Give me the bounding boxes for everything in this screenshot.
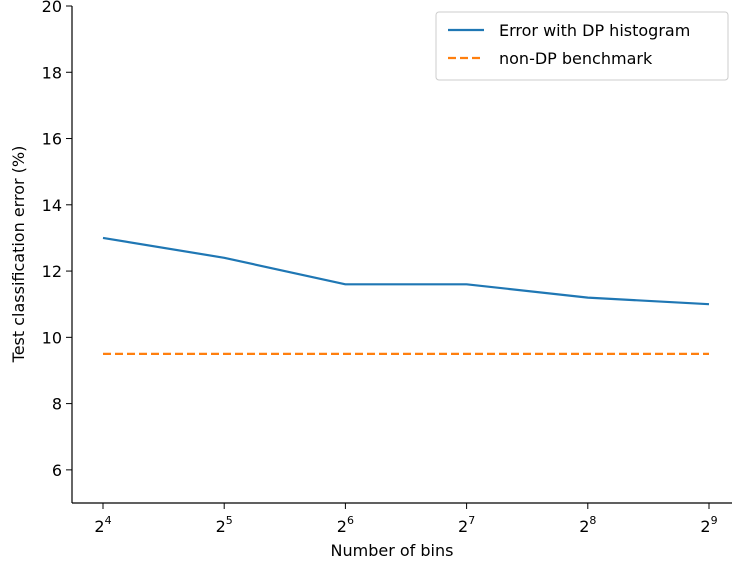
y-tick-label: 14 (42, 196, 62, 215)
x-tick-label: 25 (216, 514, 233, 536)
x-axis-ticks: 24 25 26 27 28 29 (94, 503, 718, 536)
x-axis-label: Number of bins (331, 541, 454, 560)
y-axis-ticks: 6 8 10 12 14 16 18 20 (42, 0, 72, 480)
legend-box (435, 11, 729, 81)
y-tick-label: 12 (42, 262, 62, 281)
x-tick-label: 27 (458, 514, 475, 536)
series-line-dp-histogram (102, 236, 710, 306)
x-tick-label: 28 (579, 514, 596, 536)
x-tick-label: 29 (700, 514, 717, 536)
y-tick-label: 16 (42, 130, 62, 149)
y-tick-label: 20 (42, 0, 62, 16)
series-layer (102, 236, 710, 355)
y-axis-label: Test classification error (%) (9, 146, 28, 364)
y-tick-label: 18 (42, 63, 62, 82)
x-tick-label: 24 (94, 514, 111, 536)
y-tick-label: 10 (42, 328, 62, 347)
legend-label-dp: Error with DP histogram (499, 21, 690, 40)
y-tick-label: 6 (52, 461, 62, 480)
x-tick-label: 26 (337, 514, 354, 536)
y-tick-label: 8 (52, 395, 62, 414)
legend-label-non-dp: non-DP benchmark (499, 49, 653, 68)
legend: Error with DP histogram non-DP benchmark (435, 11, 729, 81)
